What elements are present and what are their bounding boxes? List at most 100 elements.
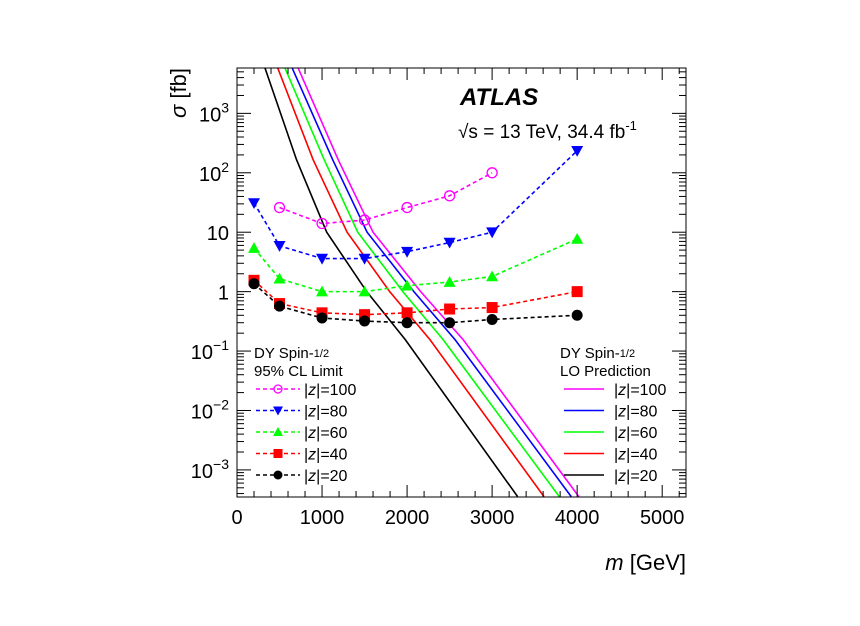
prediction-line-z60 [284,68,560,497]
legend-limit-entry-z60: |z|=60 [256,425,348,442]
legend-prediction-title-fraction: 1/2 [620,348,635,360]
marker-circle [401,317,413,329]
x-tick-label: 2000 [385,507,430,529]
y-tick-label: 102 [199,159,229,186]
x-axis-unit: [GeV] [630,550,686,575]
marker-triangle-down [273,406,283,416]
prediction-line-z20 [264,68,519,497]
z-symbol: z [307,468,316,485]
prediction-line-z40 [277,68,545,497]
legend-limit-title: DY Spin-1/2 [254,345,329,362]
marker-triangle-down [486,227,499,239]
legend-limit-label: |z|=40 [304,447,348,464]
marker-circle [486,313,498,325]
y-tick-label: 1 [218,283,229,305]
z-symbol: z [617,468,626,485]
legend-limit-label: |z|=100 [304,382,356,399]
z-value: |=80 [626,404,657,421]
z-value: |=60 [316,425,347,442]
energy-lumi-exponent: -1 [625,118,637,133]
limit-line-z80 [253,150,578,260]
y-tick-base: 10 [191,342,213,364]
z-symbol: z [617,382,626,399]
y-tick-label: 10−1 [191,337,229,364]
marker-open-circle [273,384,283,394]
legend-limit-entry-z80: |z|=80 [256,404,348,421]
z-value: |=20 [316,468,347,485]
marker-triangle-down [401,246,414,258]
legend-limit-entry-z20: |z|=20 [256,468,348,485]
abs-bar: | [614,447,618,464]
abs-bar: | [614,425,618,442]
abs-bar: | [304,425,308,442]
z-symbol: z [617,404,626,421]
energy-lumi-text: √s = 13 TeV, 34.4 fb [458,122,625,143]
marker-triangle-up [443,276,456,287]
plot-frame [236,67,687,498]
z-value: |=80 [316,404,347,421]
legend-prediction-subtitle: LO Prediction [560,363,651,380]
energy-lumi-label: √s = 13 TeV, 34.4 fb-1 [458,118,637,143]
marker-square [273,449,283,458]
marker-circle [359,315,371,327]
limit-line-z20 [253,283,578,324]
marker-circle [571,309,583,321]
legend-limit-subtitle: 95% CL Limit [254,363,343,380]
x-axis-symbol: m [605,550,623,575]
marker-triangle-down [273,241,286,252]
x-tick-label: 5000 [640,507,685,529]
marker-triangle-down [443,237,456,249]
marker-square [444,303,456,315]
y-tick-base: 10 [207,223,229,245]
marker-square [359,309,371,321]
legend-limit-entry-z100: |z|=100 [256,382,356,399]
marker-triangle-up [248,242,261,253]
legend-prediction-entry-z80: |z|=80 [564,404,658,421]
legend-prediction-entry-z60: |z|=60 [564,425,658,442]
y-tick-base: 10 [191,401,213,423]
z-value: |=60 [626,425,657,442]
abs-bar: | [304,382,308,399]
y-tick-label: 10−2 [191,396,229,423]
legend-limit-label: |z|=60 [304,425,348,442]
limit-line-z60 [253,238,578,293]
legend-prediction-entry-z20: |z|=20 [564,468,658,485]
marker-triangle-down [571,145,584,157]
limit-line-z40 [253,279,578,316]
marker-triangle-down [316,253,329,265]
x-tick-label: 0 [231,507,242,529]
y-tick-base: 10 [199,164,221,186]
abs-bar: | [614,468,618,485]
legend-prediction-title: DY Spin-1/2 [560,345,635,362]
legend-prediction-label: |z|=60 [614,425,658,442]
marker-triangle-up [401,279,414,291]
marker-circle [316,312,328,324]
marker-open-circle [273,201,286,214]
z-value: |=100 [626,382,666,399]
y-tick-base: 10 [199,104,221,126]
legend-limit-label: |z|=80 [304,404,348,421]
marker-square [401,307,413,319]
marker-open-circle [401,201,413,214]
abs-bar: | [304,447,308,464]
z-symbol: z [617,425,626,442]
y-axis-symbol: σ [166,104,191,118]
y-axis-unit: [fb] [166,68,191,99]
y-tick-label: 10−3 [191,456,229,483]
z-symbol: z [307,382,316,399]
marker-triangle-up [316,285,329,297]
legend-prediction-label: |z|=80 [614,404,658,421]
legend-prediction-label: |z|=20 [614,468,658,485]
marker-circle [444,317,456,329]
y-axis-label: σ [fb] [166,68,191,118]
marker-triangle-down [358,253,371,265]
marker-open-circle [358,214,371,226]
legend-prediction-label: |z|=100 [614,382,666,399]
z-symbol: z [617,447,626,464]
marker-circle [248,278,260,290]
marker-square [571,286,583,298]
marker-triangle-up [486,270,499,282]
abs-bar: | [304,404,308,421]
legend-limit-title-fraction: 1/2 [314,348,329,360]
